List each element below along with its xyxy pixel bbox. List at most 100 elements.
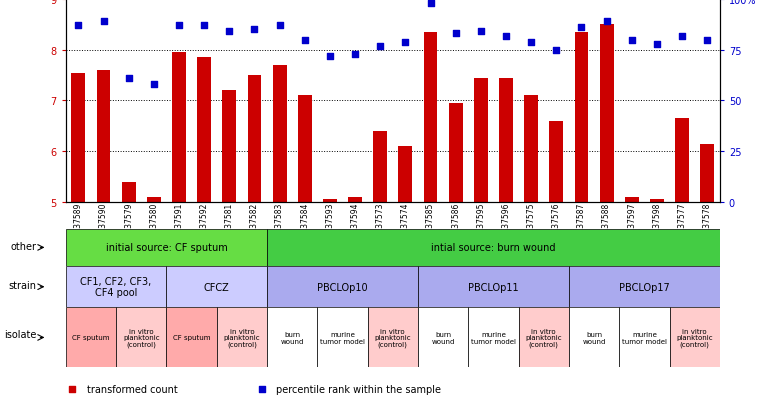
Point: [66, 386, 78, 392]
Bar: [66, 308, 116, 368]
Text: GSM637583: GSM637583: [275, 202, 284, 249]
Bar: [625, 197, 639, 202]
Text: GSM637582: GSM637582: [250, 202, 259, 249]
Text: in vitro
planktonic
(control): in vitro planktonic (control): [676, 328, 713, 347]
Bar: [600, 25, 614, 202]
Text: GSM637596: GSM637596: [502, 202, 511, 249]
Point: [223, 29, 235, 36]
Bar: [166, 308, 217, 368]
Bar: [368, 308, 418, 368]
Point: [255, 386, 269, 392]
Bar: [474, 78, 488, 202]
Text: GSM637574: GSM637574: [401, 202, 410, 249]
Point: [198, 23, 211, 30]
Point: [450, 31, 462, 38]
Text: GSM637593: GSM637593: [325, 202, 334, 249]
Text: burn
wound: burn wound: [431, 331, 455, 344]
Point: [399, 39, 412, 46]
Text: GSM637597: GSM637597: [627, 202, 636, 249]
Bar: [116, 308, 166, 368]
Text: GSM637573: GSM637573: [375, 202, 385, 249]
Point: [651, 41, 663, 48]
Bar: [248, 76, 262, 202]
Point: [701, 37, 714, 44]
Text: intial source: burn wound: intial source: burn wound: [431, 243, 556, 253]
Text: GSM637598: GSM637598: [652, 202, 662, 249]
Text: GSM637592: GSM637592: [200, 202, 209, 249]
Bar: [147, 197, 161, 202]
Bar: [66, 229, 267, 266]
Bar: [524, 96, 538, 202]
Bar: [569, 308, 619, 368]
Bar: [298, 96, 312, 202]
Bar: [574, 33, 588, 202]
Text: in vitro
planktonic
(control): in vitro planktonic (control): [123, 328, 159, 347]
Point: [601, 19, 613, 26]
Bar: [272, 66, 286, 202]
Bar: [267, 266, 418, 308]
Bar: [373, 131, 387, 202]
Point: [575, 25, 587, 32]
Bar: [172, 53, 186, 202]
Bar: [348, 197, 362, 202]
Text: GSM637591: GSM637591: [174, 202, 183, 249]
Text: burn
wound: burn wound: [280, 331, 304, 344]
Point: [349, 51, 361, 58]
Point: [374, 43, 386, 50]
Bar: [670, 308, 720, 368]
Text: GSM637585: GSM637585: [426, 202, 435, 249]
Text: GSM637584: GSM637584: [300, 202, 310, 249]
Bar: [423, 33, 437, 202]
Text: GSM637587: GSM637587: [577, 202, 586, 249]
Bar: [317, 308, 368, 368]
Text: GSM637579: GSM637579: [124, 202, 133, 249]
Bar: [166, 266, 267, 308]
Bar: [122, 182, 135, 202]
Text: murine
tumor model: murine tumor model: [622, 331, 667, 344]
Bar: [267, 308, 317, 368]
Bar: [569, 266, 720, 308]
Bar: [66, 266, 166, 308]
Text: GSM637586: GSM637586: [451, 202, 461, 249]
Text: initial source: CF sputum: initial source: CF sputum: [105, 243, 228, 253]
Text: strain: strain: [9, 280, 36, 290]
Point: [148, 82, 160, 88]
Point: [72, 23, 84, 30]
Bar: [97, 71, 111, 202]
Text: GSM637576: GSM637576: [552, 202, 561, 249]
Point: [299, 37, 311, 44]
Point: [248, 27, 261, 33]
Bar: [468, 308, 519, 368]
Point: [324, 53, 336, 60]
Bar: [197, 58, 211, 202]
Text: GSM637578: GSM637578: [703, 202, 712, 249]
Point: [424, 1, 437, 7]
Text: CFCZ: CFCZ: [204, 282, 230, 292]
Text: PBCLOp10: PBCLOp10: [317, 282, 368, 292]
Point: [625, 37, 638, 44]
Point: [273, 23, 286, 30]
Text: PBCLOp17: PBCLOp17: [619, 282, 670, 292]
Bar: [418, 266, 569, 308]
Text: CF sputum: CF sputum: [173, 335, 211, 341]
Text: CF1, CF2, CF3,
CF4 pool: CF1, CF2, CF3, CF4 pool: [80, 277, 152, 297]
Text: other: other: [10, 241, 36, 251]
Bar: [675, 119, 689, 202]
Bar: [619, 308, 670, 368]
Bar: [323, 200, 337, 202]
Bar: [650, 200, 664, 202]
Point: [122, 76, 135, 82]
Point: [550, 47, 563, 54]
Text: percentile rank within the sample: percentile rank within the sample: [276, 384, 441, 394]
Text: GSM637577: GSM637577: [677, 202, 687, 249]
Bar: [222, 91, 236, 202]
Bar: [399, 147, 413, 202]
Bar: [418, 308, 468, 368]
Text: murine
tumor model: murine tumor model: [471, 331, 516, 344]
Bar: [449, 104, 463, 202]
Text: GSM637595: GSM637595: [476, 202, 485, 249]
Text: GSM637590: GSM637590: [99, 202, 108, 249]
Point: [525, 39, 537, 46]
Text: burn
wound: burn wound: [582, 331, 606, 344]
Bar: [519, 308, 569, 368]
